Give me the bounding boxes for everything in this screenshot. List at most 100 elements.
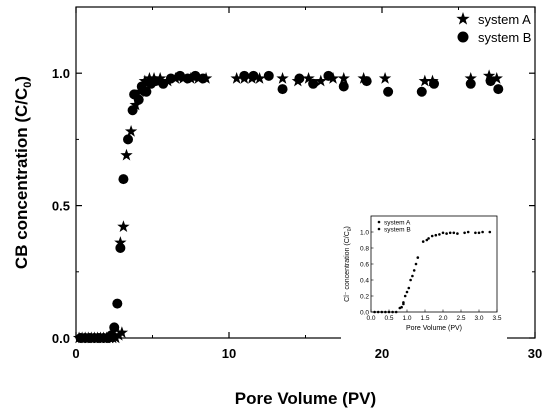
inset-background [341,208,507,340]
inset-system-b-point [441,231,445,235]
legend-label-system-b: system B [478,30,531,45]
system-a-point [357,72,370,84]
inset-system-b-point [416,256,420,259]
inset-y-axis-title-text: Cl⁻ concentration (C/C [344,231,351,302]
system-a-point [238,72,251,84]
system-a-point [138,74,152,87]
system-a-point [482,69,496,82]
x-tick-label: 30 [528,346,542,361]
system-a-point [129,98,142,111]
system-b-point [141,86,152,97]
system-b-point [263,70,274,81]
system-a-point [314,74,327,87]
inset-system-a-point [463,231,466,235]
system-b-point [338,81,349,92]
y-axis-title: CB concentration (C/C0) [12,76,34,269]
inset-system-a-point [452,231,456,235]
inset-system-a-point [474,231,477,235]
inset-system-b-point [466,230,470,234]
inset-plot: 0.0 0.5 1.0 1.5 2.0 2.5 3.0 3.5 0.0 0.2 0.4 0.6 0.8… [341,208,507,340]
system-a-point [192,72,205,84]
y-axis-ticks: 0.0 0.5 1.0 [52,6,535,346]
inset-system-a-point [414,262,418,266]
system-a-point [199,72,213,84]
inset-system-a-point [373,310,376,314]
inset-system-a-point [387,310,391,314]
inset-y-axis-title-subscript: 0 [347,228,353,231]
system-a-point [337,72,350,84]
legend-circle-marker [457,31,469,43]
system-a-point [147,72,161,84]
legend-label-system-a: system A [478,12,531,27]
system-b-point [383,86,394,97]
system-a-point [490,72,503,84]
system-a-point [378,72,392,84]
inset-system-b-point [477,231,481,235]
inset-system-b-point [412,269,416,272]
inset-y-axis-title-close: ) [344,226,351,228]
main-plot: 0 10 20 30 0.0 0.5 1.0 Pore Volume (PV) CB co… [12,6,542,408]
system-a-point [161,74,174,87]
y-tick-label: 0.0 [52,331,70,346]
system-a-point [464,72,477,84]
inset-system-a-point [445,232,448,235]
inset-y-tick-label: 1.0 [360,229,369,236]
system-a-point [134,85,147,97]
legend: system A system B [456,12,531,45]
inset-legend-label-system-a: system A [384,219,411,226]
inset-system-b-point [488,230,492,234]
inset-system-a-point [407,286,411,290]
inset-y-tick-label: 0.8 [360,245,369,252]
inset-system-b-point [425,238,429,242]
inset-system-b-point [409,278,412,282]
system-b-point [493,84,504,95]
system-a-point [326,72,340,84]
system-a-point [153,72,167,84]
inset-x-axis-title: Pore Volume (PV) [406,325,462,332]
inset-x-tick-label: 3.0 [474,315,483,322]
system-a-point [291,74,305,87]
system-a-point [276,72,289,84]
inset-data-points [373,230,492,314]
system-b-point [277,84,288,95]
inset-x-tick-label: 0.5 [384,315,393,322]
inset-system-a-point [403,294,407,298]
y-axis-title-close: ) [12,76,31,82]
y-axis-title-subscript: 0 [22,82,34,88]
system-a-point [245,72,259,84]
inset-system-b-point [405,290,409,294]
inset-x-tick-label: 3.5 [492,315,501,322]
system-b-point [416,86,427,97]
inset-system-b-point [448,231,452,235]
system-b-point [109,322,120,333]
system-a-point [115,326,129,338]
inset-system-a-point [427,237,430,240]
inset-system-a-point [430,234,434,238]
inset-legend-label-system-b: system B [384,226,411,233]
system-a-point [117,220,130,233]
inset-system-a-point [384,310,387,314]
inset-x-tick-label: 1.0 [402,315,411,322]
legend-star-marker [456,12,470,25]
inset-system-b-point [400,305,403,309]
inset-system-a-point [391,310,394,314]
inset-x-tick-label: 2.5 [456,315,465,322]
system-a-point [184,72,197,84]
system-a-point [114,236,127,248]
system-a-point [418,74,432,87]
system-a-point [302,72,315,84]
x-tick-label: 20 [375,346,389,361]
inset-x-tick-label: 2.0 [438,315,447,322]
inset-system-a-point [394,310,398,314]
inset-x-axis-ticks: 0.0 0.5 1.0 1.5 2.0 2.5 3.0 3.5 [366,309,502,322]
x-tick-label: 0 [72,346,79,361]
system-a-point [176,72,190,84]
inset-system-a-point [421,240,425,243]
inset-legend: system A system B [377,219,411,233]
y-tick-label: 0.5 [52,199,70,214]
system-a-point [109,331,122,344]
inset-x-tick-label: 0.0 [366,315,375,322]
system-b-point [118,174,129,185]
system-a-point [124,124,138,137]
